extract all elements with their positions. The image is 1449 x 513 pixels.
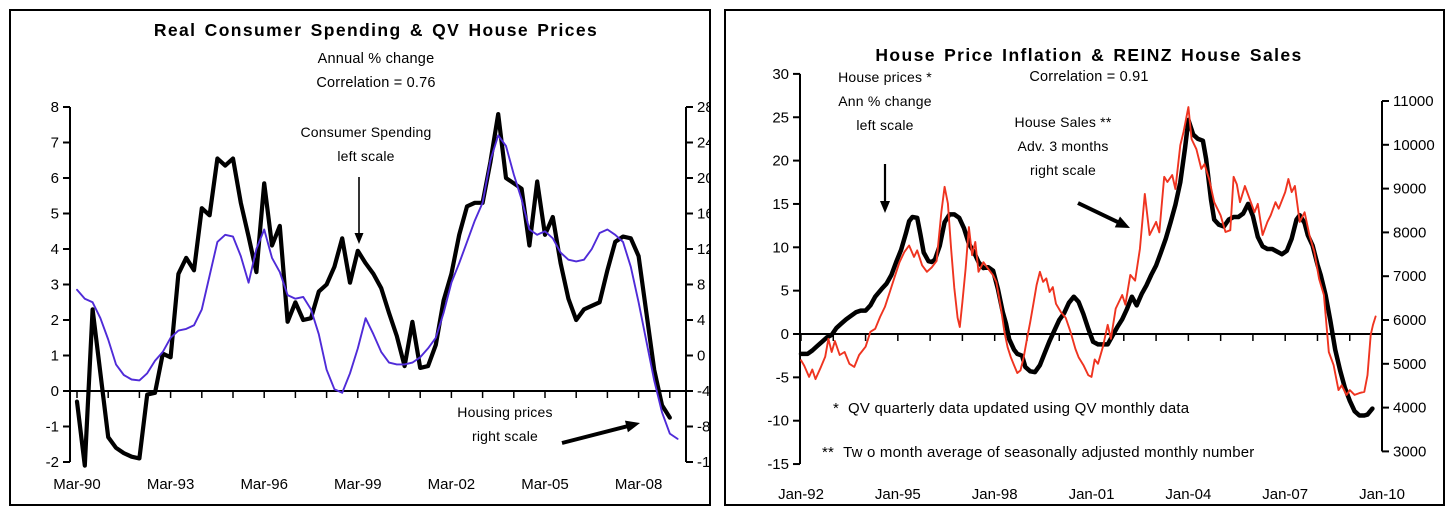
right-y-tick-label: 11000 [1393, 93, 1434, 110]
x-tick-label: Mar-93 [147, 476, 195, 493]
left-y-tick-label: -10 [767, 413, 789, 430]
series-consumer-spending-left-scale [74, 111, 672, 468]
annotation-line: Ann % change [838, 93, 932, 109]
right-y-tick-label: 16 [697, 206, 709, 223]
x-tick-label: Jan-04 [1165, 486, 1211, 503]
housing-prices-arrow-icon-shaft [561, 423, 633, 445]
left-y-tick-label: 5 [781, 283, 789, 300]
left-y-tick-label: 10 [772, 239, 789, 256]
left-y-tick-label: -5 [776, 369, 789, 386]
left-y-tick-label: 7 [51, 135, 59, 152]
right-y-tick-label: -12 [697, 454, 709, 471]
x-tick-label: Jan-07 [1262, 486, 1308, 503]
annotation-consumer-spending: Consumer Spending left scale [300, 120, 431, 168]
x-tick-label: Jan-10 [1359, 486, 1405, 503]
left-y-tick-label: 25 [772, 109, 789, 126]
annotation-line: Housing prices [457, 404, 553, 420]
annotation-line: left scale [337, 148, 395, 164]
annotation-house-prices: House prices * Ann % change left scale [838, 65, 932, 137]
right-y-tick-label: -4 [697, 383, 709, 400]
housing-prices-arrow-icon-head [624, 420, 640, 433]
footnote-marker: * [833, 400, 840, 417]
right-y-tick-label: 24 [697, 135, 709, 152]
left-y-tick-label: 30 [772, 66, 789, 83]
right-y-tick-label: 9000 [1393, 181, 1426, 198]
series-house-prices-ann-change-left-scale [798, 117, 1375, 418]
footnote-two-month-average: ** Tw o month average of seasonally adjus… [822, 444, 1255, 461]
x-tick-label: Jan-98 [972, 486, 1018, 503]
house-sales-arrow-icon-head [1114, 216, 1130, 228]
house-prices-arrow-icon-head [880, 201, 890, 213]
right-y-tick-label: 0 [697, 348, 705, 365]
left-y-tick-label: 4 [51, 241, 59, 258]
left-y-tick-label: 2 [51, 312, 59, 329]
right-y-tick-label: 8000 [1393, 224, 1426, 241]
right-y-tick-label: 6000 [1393, 312, 1426, 329]
x-tick-label: Jan-95 [875, 486, 921, 503]
consumer-spending-house-prices-chart: 8 7 6 5 4 3 2 1 0 -1 -2 28 24 20 16 12 8 4 0 -4 -8 -12 Mar-90 M… [46, 99, 709, 493]
annotation-line: left scale [856, 117, 914, 133]
left-chart-subtitle-units: Annual % change [317, 51, 435, 67]
footnote-text: QV quarterly data updated using QV month… [848, 400, 1190, 417]
x-tick-label: Jan-01 [1069, 486, 1115, 503]
right-y-tick-label: 10000 [1393, 137, 1435, 154]
right-y-tick-label: 20 [697, 170, 709, 187]
series-housing-prices-right-scale [76, 134, 679, 440]
left-y-tick-label: -1 [46, 419, 59, 436]
annotation-line: Adv. 3 months [1017, 138, 1109, 154]
right-y-tick-label: 4 [697, 312, 705, 329]
left-y-tick-label: 20 [772, 153, 789, 170]
annotation-line: House prices * [838, 69, 932, 85]
house-sales-arrow-icon-shaft [1077, 201, 1124, 227]
left-y-tick-label: 0 [51, 383, 59, 400]
series-reinz-house-sales-adv-3-months-right-scale [800, 106, 1377, 396]
right-chart-subtitle-correlation: Correlation = 0.91 [1029, 69, 1149, 85]
right-y-tick-label: 8 [697, 277, 705, 294]
left-y-tick-label: 5 [51, 206, 59, 223]
right-y-tick-label: 7000 [1393, 268, 1426, 285]
x-tick-label: Mar-08 [615, 476, 663, 493]
annotation-line: House Sales ** [1014, 114, 1112, 130]
x-tick-label: Mar-02 [428, 476, 476, 493]
house-price-inflation-sales-chart: 30 25 20 15 10 5 0 -5 -10 -15 11000 10000 9000 8000 70… [767, 66, 1435, 503]
right-y-tick-label: 28 [697, 99, 709, 116]
x-tick-label: Mar-90 [53, 476, 101, 493]
annotation-line: right scale [471, 428, 538, 444]
left-chart-panel: 8 7 6 5 4 3 2 1 0 -1 -2 28 24 20 16 12 8 4 0 -4 -8 -12 Mar-90 M… [9, 9, 711, 506]
annotation-line: right scale [1029, 162, 1096, 178]
left-y-tick-label: 3 [51, 277, 59, 294]
x-tick-label: Mar-99 [334, 476, 382, 493]
left-y-tick-label: 1 [51, 348, 59, 365]
right-chart-title: House Price Inflation & REINZ House Sale… [875, 45, 1303, 65]
right-chart-panel: 30 25 20 15 10 5 0 -5 -10 -15 11000 10000 9000 8000 70… [724, 9, 1445, 506]
left-y-tick-label: 15 [772, 196, 789, 213]
x-tick-label: Jan-92 [778, 486, 824, 503]
annotation-line: Consumer Spending [300, 124, 432, 140]
left-y-tick-label: -2 [46, 454, 59, 471]
left-y-tick-label: 6 [51, 170, 59, 187]
footnote-qv-data: * QV quarterly data updated using QV mont… [833, 400, 1189, 417]
annotation-housing-prices: Housing prices right scale [457, 400, 552, 448]
left-y-tick-label: 8 [51, 99, 59, 116]
x-tick-label: Mar-96 [240, 476, 288, 493]
annotation-house-sales: House Sales ** Adv. 3 months right scale [1015, 110, 1112, 182]
left-chart-title: Real Consumer Spending & QV House Prices [153, 20, 599, 40]
left-chart-subtitle-correlation: Correlation = 0.76 [316, 75, 436, 91]
footnote-text: Tw o month average of seasonally adjuste… [843, 444, 1255, 461]
left-y-tick-label: -15 [767, 456, 789, 473]
right-y-tick-label: 12 [697, 241, 709, 258]
consumer-spending-arrow-icon-head [354, 233, 364, 244]
right-y-tick-label: 5000 [1393, 356, 1426, 373]
x-tick-label: Mar-05 [521, 476, 569, 493]
right-y-tick-label: -8 [697, 419, 709, 436]
footnote-marker: ** [822, 444, 835, 461]
right-y-tick-label: 3000 [1393, 443, 1426, 460]
left-y-tick-label: 0 [781, 326, 789, 343]
right-y-tick-label: 4000 [1393, 400, 1426, 417]
